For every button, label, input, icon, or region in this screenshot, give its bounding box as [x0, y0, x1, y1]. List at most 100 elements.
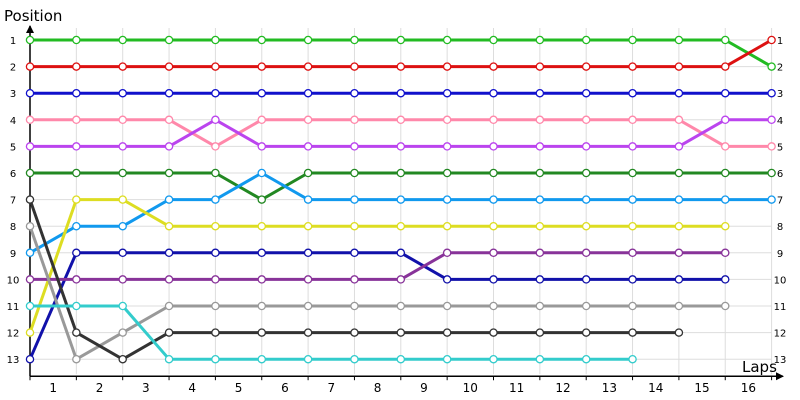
series-11-point — [721, 301, 730, 311]
series-2-point — [350, 62, 359, 71]
series-5-point — [350, 142, 359, 151]
series-4-point — [442, 115, 452, 125]
series-5-point — [118, 142, 127, 151]
series-7-point — [442, 195, 452, 204]
series-13-point — [535, 354, 545, 364]
series-5-point — [164, 142, 174, 151]
series-11-point — [25, 221, 35, 231]
series-13-point — [350, 354, 359, 364]
series-1-point — [211, 35, 220, 45]
y-tick-label-right: 8 — [777, 222, 783, 233]
y-tick-label-left: 8 — [10, 222, 16, 233]
series-6-point — [489, 168, 498, 178]
series-10-point — [396, 275, 406, 284]
series-4-point — [721, 142, 730, 151]
series-4-point — [211, 142, 220, 151]
series-11-point — [442, 301, 452, 311]
x-tick-label: 4 — [188, 381, 196, 395]
series-2-point — [721, 62, 730, 71]
series-12-point — [25, 195, 35, 204]
series-2-point — [767, 35, 776, 45]
series-9-point — [535, 275, 545, 284]
series-6-point — [535, 168, 545, 178]
y-tick-label-right: 4 — [777, 116, 783, 127]
series-10-point — [442, 248, 452, 258]
series-13-point — [581, 354, 591, 364]
series-13-point — [164, 354, 174, 364]
series-3-point — [396, 88, 406, 98]
y-tick-label-right: 13 — [774, 355, 787, 366]
series-8-point — [535, 221, 545, 231]
series-10-point — [211, 275, 220, 284]
series-5-point — [442, 142, 452, 151]
series-8-point — [72, 195, 81, 204]
series-11-point — [164, 301, 174, 311]
series-2-point — [442, 62, 452, 71]
series-markers — [25, 35, 776, 364]
series-line-8 — [28, 198, 727, 335]
x-tick-label: 11 — [509, 381, 524, 395]
series-12-point — [118, 354, 127, 364]
x-tick-label: 9 — [420, 381, 428, 395]
series-10-point — [535, 248, 545, 258]
x-tick-label: 16 — [741, 381, 756, 395]
y-tick-label-left: 2 — [10, 63, 16, 74]
y-tick-label-right: 7 — [777, 196, 783, 207]
series-13-point — [72, 301, 81, 311]
series-3-point — [164, 88, 174, 98]
series-12-point — [535, 328, 545, 337]
series-4-point — [25, 115, 35, 125]
series-8-point — [164, 221, 174, 231]
y-tick-label-left: 10 — [7, 275, 20, 286]
series-10-point — [257, 275, 266, 284]
y-tick-label-right: 10 — [774, 275, 787, 286]
series-10-point — [489, 248, 498, 258]
series-2-point — [118, 62, 127, 71]
series-13-point — [118, 301, 127, 311]
series-4-point — [350, 115, 359, 125]
series-10-point — [303, 275, 313, 284]
y-tick-label-left: 11 — [7, 302, 20, 313]
series-12-point — [164, 328, 174, 337]
series-10-point — [674, 248, 684, 258]
x-tick-label: 10 — [463, 381, 478, 395]
series-7-point — [489, 195, 498, 204]
series-2-point — [164, 62, 174, 71]
series-9-point — [164, 248, 174, 258]
y-tick-label-right: 2 — [777, 63, 783, 74]
series-11-point — [396, 301, 406, 311]
series-1-point — [721, 35, 730, 45]
series-8-point — [581, 221, 591, 231]
series-4-point — [674, 115, 684, 125]
series-3-point — [211, 88, 220, 98]
series-1-point — [118, 35, 127, 45]
x-tick-label: 8 — [374, 381, 382, 395]
series-12-point — [350, 328, 359, 337]
y-tick-label-left: 1 — [10, 36, 16, 47]
series-12-point — [489, 328, 498, 337]
y-tick-label-left: 3 — [10, 89, 16, 100]
x-tick-label: 6 — [281, 381, 289, 395]
series-3-point — [350, 88, 359, 98]
series-12-point — [211, 328, 220, 337]
series-1-point — [396, 35, 406, 45]
series-4-point — [767, 142, 776, 151]
series-4-point — [628, 115, 637, 125]
series-4-point — [396, 115, 406, 125]
series-5-point — [767, 115, 776, 125]
series-6-point — [72, 168, 81, 178]
y-tick-label-right: 9 — [777, 249, 783, 260]
series-13-point — [442, 354, 452, 364]
x-tick-label: 15 — [694, 381, 709, 395]
series-12-point — [257, 328, 266, 337]
series-13-point — [489, 354, 498, 364]
series-6-point — [628, 168, 637, 178]
series-10-point — [72, 275, 81, 284]
series-11-point — [211, 301, 220, 311]
series-5-point — [674, 142, 684, 151]
series-12-point — [72, 328, 81, 337]
series-6-point — [303, 168, 313, 178]
series-2-point — [211, 62, 220, 71]
y-tick-label-right: 1 — [777, 36, 783, 47]
